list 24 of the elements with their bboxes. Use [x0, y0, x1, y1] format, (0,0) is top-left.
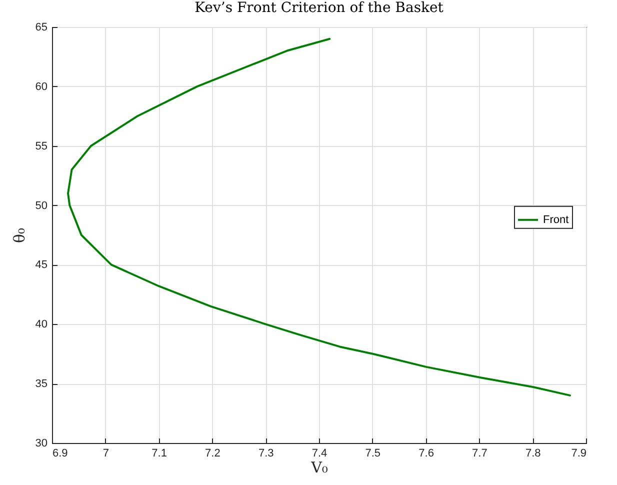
x-tick-label: 6.9 [52, 448, 68, 460]
y-tick-label: 45 [35, 259, 48, 272]
legend-label: Front [543, 214, 569, 226]
x-tick-label: 7.9 [571, 448, 586, 460]
y-tick-label: 60 [35, 80, 48, 93]
y-tick-label: 65 [35, 22, 48, 34]
x-tick-label: 7.6 [418, 448, 434, 460]
y-tick-label: 35 [35, 378, 48, 390]
chart-title: Kev’s Front Criterion of the Basket [194, 0, 444, 16]
y-tick-label: 30 [35, 438, 48, 450]
x-axis-title: V₀ [310, 458, 328, 476]
x-tick-label: 7.8 [525, 448, 541, 460]
x-tick-label: 7.1 [152, 448, 167, 460]
x-tick-label: 7 [102, 448, 109, 460]
y-tick-label: 55 [35, 140, 48, 152]
x-tick-label: 7.2 [205, 448, 220, 460]
x-tick-label: 7.3 [258, 448, 274, 460]
x-tick-label: 7.5 [365, 448, 381, 460]
x-tick-label: 7.4 [312, 448, 328, 460]
line-series [67, 38, 571, 396]
y-tick-label: 50 [35, 200, 48, 212]
y-axis-title: θ₀ [10, 228, 28, 244]
y-tick-label: 40 [35, 318, 48, 331]
x-tick-label: 7.7 [472, 448, 488, 460]
